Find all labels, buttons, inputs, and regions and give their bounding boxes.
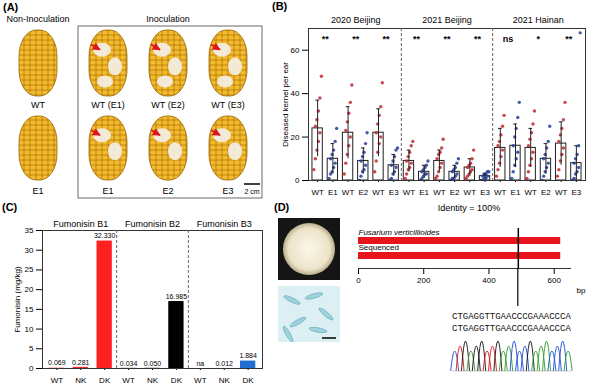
svg-text:bp: bp [577,286,586,295]
svg-text:(A): (A) [3,1,19,13]
svg-text:WT: WT [555,188,568,197]
svg-text:Fumonisin B1: Fumonisin B1 [53,219,108,229]
svg-text:2 cm: 2 cm [244,188,259,195]
svg-text:Fumonisin B2: Fumonisin B2 [125,219,180,229]
svg-text:20: 20 [291,133,300,142]
svg-text:Fumonisin (mg/kg): Fumonisin (mg/kg) [13,266,22,333]
svg-text:0.281: 0.281 [72,359,90,366]
svg-text:E2: E2 [450,188,460,197]
svg-text:0: 0 [29,364,34,373]
html-text:(C): (C) [2,201,18,213]
svg-text:NK: NK [75,376,87,385]
svg-text:5: 5 [29,344,34,353]
svg-text:2020 Beijing: 2020 Beijing [331,15,381,25]
svg-text:E1: E1 [32,186,43,196]
svg-text:E3: E3 [389,188,399,197]
svg-text:**: ** [474,34,482,44]
svg-text:Sequenced: Sequenced [359,243,399,252]
svg-text:WT: WT [342,188,355,197]
svg-text:E3: E3 [571,188,581,197]
svg-text:WT (E2): WT (E2) [151,100,184,110]
svg-text:E3: E3 [480,188,490,197]
svg-text:Diseased kernel per ear: Diseased kernel per ear [281,62,290,147]
svg-text:0.034: 0.034 [120,360,138,367]
svg-text:**: ** [322,34,330,44]
svg-text:WT: WT [311,188,324,197]
svg-text:**: ** [352,34,360,44]
svg-text:E2: E2 [162,186,173,196]
svg-text:na: na [196,360,204,367]
svg-text:0.012: 0.012 [215,360,233,367]
svg-text:**: ** [383,34,391,44]
svg-text:10: 10 [25,325,34,334]
svg-text:DK: DK [99,376,111,385]
svg-text:2021 Hainan: 2021 Hainan [513,15,564,25]
svg-text:E2: E2 [541,188,551,197]
svg-text:Fusarium verticillioides: Fusarium verticillioides [359,228,440,237]
svg-text:WT: WT [194,376,207,385]
svg-text:0.050: 0.050 [144,360,162,367]
svg-text:DK: DK [171,376,183,385]
svg-text:E1: E1 [328,188,338,197]
svg-text:E3: E3 [222,186,233,196]
svg-text:200: 200 [417,276,431,285]
svg-text:WT: WT [403,188,416,197]
svg-text:E1: E1 [419,188,429,197]
svg-text:**: ** [565,34,573,44]
svg-text:32.330: 32.330 [94,232,116,239]
svg-text:WT: WT [372,188,385,197]
svg-text:1.884: 1.884 [239,352,257,359]
svg-text:0.069: 0.069 [48,359,66,366]
html-text:CTGAGGTTGAACCCGAAACCCA: CTGAGGTTGAACCCGAAACCCA [452,324,571,334]
svg-text:WT (E3): WT (E3) [211,100,244,110]
svg-text:E1: E1 [511,188,521,197]
svg-text:WT: WT [524,188,537,197]
svg-text:15: 15 [25,305,34,314]
svg-text:NK: NK [219,376,231,385]
svg-text:600: 600 [548,276,562,285]
svg-text:ns: ns [503,34,514,44]
svg-text:0: 0 [295,176,300,185]
svg-text:WT (E1): WT (E1) [91,100,124,110]
svg-text:Non-Inoculation: Non-Inoculation [6,14,69,24]
svg-text:WT: WT [122,376,135,385]
svg-text:25: 25 [25,265,34,274]
html-text:(D): (D) [274,201,290,213]
svg-text:NK: NK [147,376,159,385]
html-text:(B): (B) [272,0,288,12]
svg-text:WT: WT [51,376,64,385]
html-text:CTGAGGTTGAACCCGAAACCCA: CTGAGGTTGAACCCGAAACCCA [452,312,571,322]
svg-text:DK: DK [243,376,255,385]
html-text:Identity = 100%: Identity = 100% [437,203,501,213]
svg-text:WT: WT [494,188,507,197]
svg-text:E1: E1 [102,186,113,196]
svg-text:2021 Beijing: 2021 Beijing [422,15,472,25]
svg-text:0: 0 [356,276,361,285]
svg-text:Inoculation: Inoculation [146,14,190,24]
svg-text:Fumonisin B3: Fumonisin B3 [197,219,252,229]
svg-text:**: ** [443,34,451,44]
svg-text:WT: WT [31,100,45,110]
svg-text:400: 400 [482,276,496,285]
svg-text:30: 30 [25,246,34,255]
svg-text:*: * [537,34,541,44]
svg-text:35: 35 [25,226,34,235]
svg-text:40: 40 [291,89,300,98]
svg-text:20: 20 [25,285,34,294]
svg-text:**: ** [413,34,421,44]
svg-text:WT: WT [464,188,477,197]
svg-text:E2: E2 [358,188,368,197]
svg-text:60: 60 [291,46,300,55]
svg-text:16.985: 16.985 [166,293,188,300]
svg-text:WT: WT [433,188,446,197]
